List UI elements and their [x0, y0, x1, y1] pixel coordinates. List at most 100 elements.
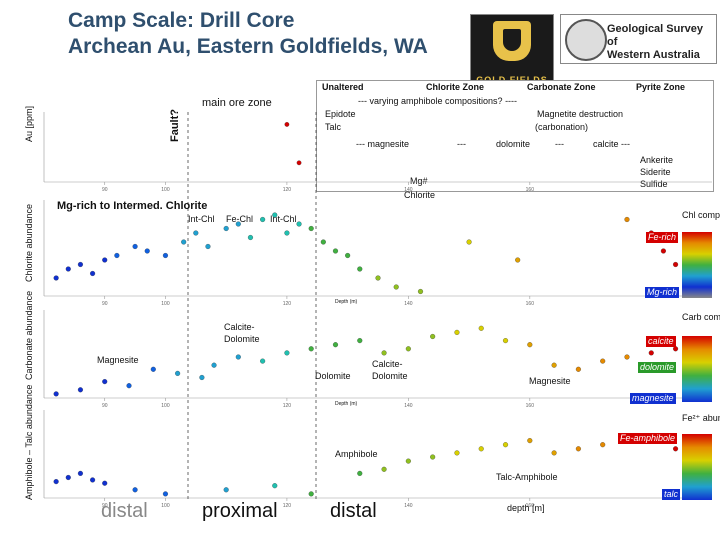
tag-fe-rich: Fe-rich	[646, 232, 679, 243]
chlorite-xlabel: Depth (m)	[335, 299, 358, 305]
amphibole-data-point	[65, 474, 71, 481]
gswa-seal-icon	[565, 19, 607, 61]
rule-dash-2: ---	[555, 139, 564, 149]
rule-magnesite: --- magnesite	[356, 139, 410, 149]
chlorite-data-point	[660, 248, 666, 254]
amphibole-x-tick-label: 90	[102, 503, 108, 509]
chlorite-color-scale	[682, 232, 712, 298]
amphibole-data-point	[673, 446, 679, 452]
carbonate-data-point	[199, 374, 205, 381]
label-calcite-dolomite-2b: Dolomite	[372, 371, 408, 381]
au-x-tick-label: 120	[283, 187, 292, 193]
carbonate-data-point	[405, 346, 411, 352]
rule-dolomite: dolomite	[496, 139, 531, 149]
label-int-chl-2: Int-Chl	[270, 214, 297, 224]
amphibole-xlabel: depth [m]	[507, 503, 545, 513]
chlorite-x-tick-label: 100	[161, 301, 170, 307]
amphibole-data-point	[77, 470, 83, 476]
zone-chlorite: Chlorite Zone	[426, 82, 484, 92]
footer-distal-right: distal	[330, 500, 377, 522]
rule-carbonation: (carbonation)	[535, 122, 589, 132]
label-calcite-dolomite-2a: Calcite-	[372, 359, 403, 369]
chlorite-data-point	[132, 243, 138, 250]
amphibole-x-tick-label: 140	[404, 503, 413, 509]
chlorite-data-point	[284, 230, 290, 236]
chlorite-data-point	[393, 284, 399, 290]
chlorite-data-point	[332, 248, 339, 254]
amphibole-data-point	[357, 470, 363, 476]
carbonate-data-point	[430, 333, 436, 340]
amphibole-data-point	[102, 480, 108, 486]
chlorite-data-point	[53, 275, 59, 281]
rule-dash-1: ---	[457, 139, 466, 149]
label-int-chl-1: Int-Chl	[188, 214, 215, 224]
carbonate-legend-title: Carb comp	[682, 312, 720, 322]
amphibole-data-point	[430, 454, 436, 460]
carbonate-data-point	[175, 370, 181, 376]
chlorite-data-point	[247, 234, 254, 241]
rule-sulfide: Sulfide	[640, 179, 668, 189]
zone-carbonate: Carbonate Zone	[527, 82, 596, 92]
label-amphibole: Amphibole	[335, 449, 378, 459]
tag-magnesite: magnesite	[630, 393, 676, 404]
carbonate-data-point	[235, 354, 241, 360]
amphibole-x-tick-label: 120	[283, 503, 292, 509]
tag-calcite: calcite	[646, 336, 676, 347]
amphibole-color-scale	[682, 434, 712, 500]
carbonate-data-point	[126, 383, 132, 389]
chlorite-data-point	[65, 266, 71, 272]
chlorite-data-point	[90, 270, 96, 277]
chlorite-data-point	[102, 257, 108, 263]
carbonate-x-tick-label: 120	[283, 403, 292, 409]
rule-siderite: Siderite	[640, 167, 671, 177]
axes-layer: 90 100 120 140 160 90 100 120 140 160 90 100 120 140 1…	[43, 112, 712, 509]
chlorite-data-point	[296, 221, 302, 227]
carbonate-data-point	[332, 342, 339, 348]
chlorite-data-point	[205, 243, 211, 250]
ore-zone-label: main ore zone	[202, 97, 272, 109]
chlorite-data-point	[144, 248, 150, 254]
label-dolomite: Dolomite	[315, 371, 351, 381]
amphibole-data-point	[308, 491, 314, 497]
chlorite-x-tick-label: 90	[102, 301, 108, 307]
carbonate-x-tick-label: 160	[526, 403, 535, 409]
chlorite-x-tick-label: 160	[526, 301, 535, 307]
amphibole-x-tick-label: 100	[161, 503, 170, 509]
amphibole-data-point	[405, 458, 411, 464]
label-calcite-dolomite-1a: Calcite-	[224, 322, 255, 332]
amphibole-data-point	[132, 487, 138, 493]
chlorite-data-point	[375, 275, 381, 281]
carbonate-data-point	[454, 329, 460, 335]
rule-epidote: Epidote	[325, 109, 356, 119]
chlorite-axis-label: Chlorite abundance	[24, 203, 34, 282]
chlorite-data-point	[235, 221, 241, 227]
amphibole-data-point	[575, 446, 581, 452]
chlorite-data-point	[272, 212, 278, 218]
carbonate-data-point	[357, 338, 363, 344]
chlorite-data-point	[417, 288, 424, 295]
alteration-legend	[316, 80, 714, 192]
amphibole-data-point	[381, 466, 387, 472]
amphibole-legend-title: Fe²⁺ abund	[682, 413, 720, 423]
chlorite-data-point	[515, 257, 521, 263]
chlorite-data-point	[223, 225, 229, 232]
au-x-tick-label: 140	[404, 187, 413, 193]
tag-mg-rich: Mg-rich	[645, 287, 680, 298]
au-x-tick-label: 160	[526, 187, 535, 193]
carbonate-data-point	[600, 358, 606, 364]
chlorite-data-point	[162, 252, 169, 259]
amphibole-data-point	[454, 450, 460, 456]
amphibole-data-point	[478, 446, 484, 452]
footer-distal-left: distal	[101, 500, 148, 522]
rule-talc: Talc	[325, 122, 342, 132]
carbonate-data-point	[502, 338, 509, 344]
rule-magnetite: Magnetite destruction	[537, 109, 624, 119]
chlorite-data-point	[181, 239, 187, 245]
amphibole-data-point	[272, 483, 278, 489]
carbonate-data-point	[673, 346, 679, 352]
amphibole-data-point	[223, 487, 229, 493]
chlorite-data-point	[114, 252, 120, 259]
title-line-2: Archean Au, Eastern Goldfields, WA	[68, 35, 428, 58]
chlorite-legend-title: Chl comp	[682, 210, 720, 220]
